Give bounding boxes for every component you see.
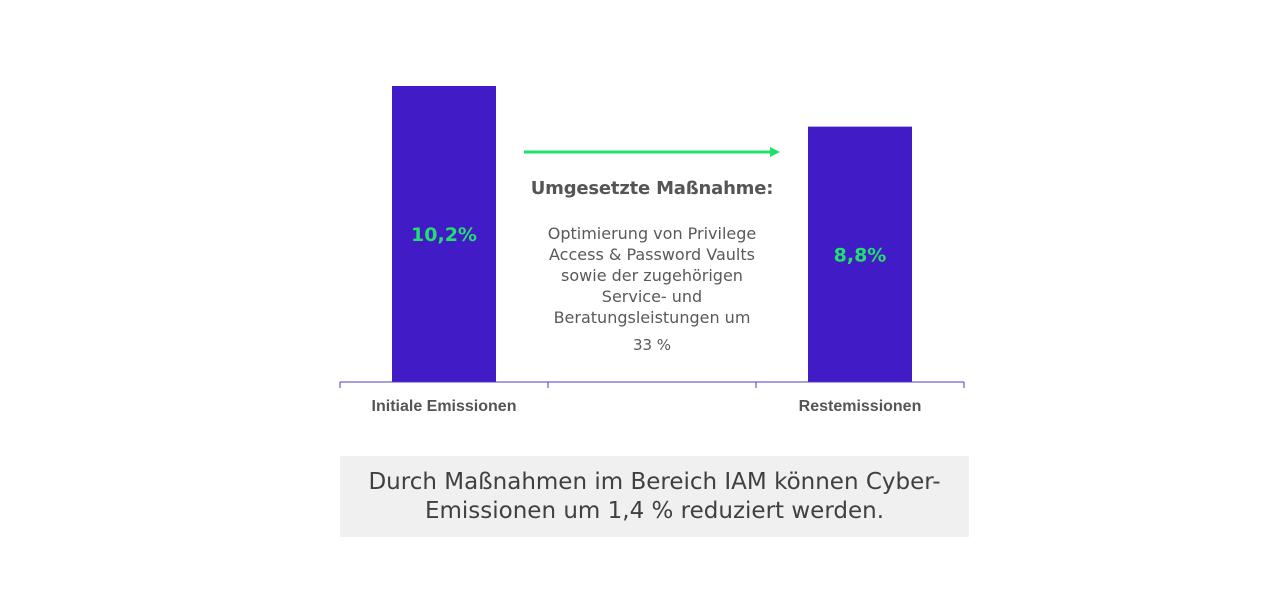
- x-tick-label: Restemissionen: [799, 398, 922, 415]
- bar-chart: 10,2% Initiale Emissionen 8,8% Restemission…: [339, 86, 965, 415]
- bar: [392, 86, 496, 382]
- measure-title: Umgesetzte Maßnahme:: [530, 178, 774, 199]
- bar-value-label: 10,2%: [411, 224, 477, 246]
- conclusion-box: Durch Maßnahmen im Bereich IAM können Cy…: [340, 456, 969, 537]
- arrow-head: [770, 147, 780, 157]
- bar: [808, 126, 912, 383]
- conclusion-text: Durch Maßnahmen im Bereich IAM können Cy…: [368, 468, 941, 524]
- arrow: [524, 147, 780, 157]
- x-tick-label: Initiale Emissionen: [372, 398, 517, 415]
- measure-annotation: Umgesetzte Maßnahme: Optimierung von Pri…: [524, 178, 780, 354]
- bar-value-label: 8,8%: [834, 244, 887, 266]
- measure-description: Optimierung von Privilege Access & Passw…: [547, 224, 757, 327]
- measure-percent: 33 %: [632, 336, 672, 354]
